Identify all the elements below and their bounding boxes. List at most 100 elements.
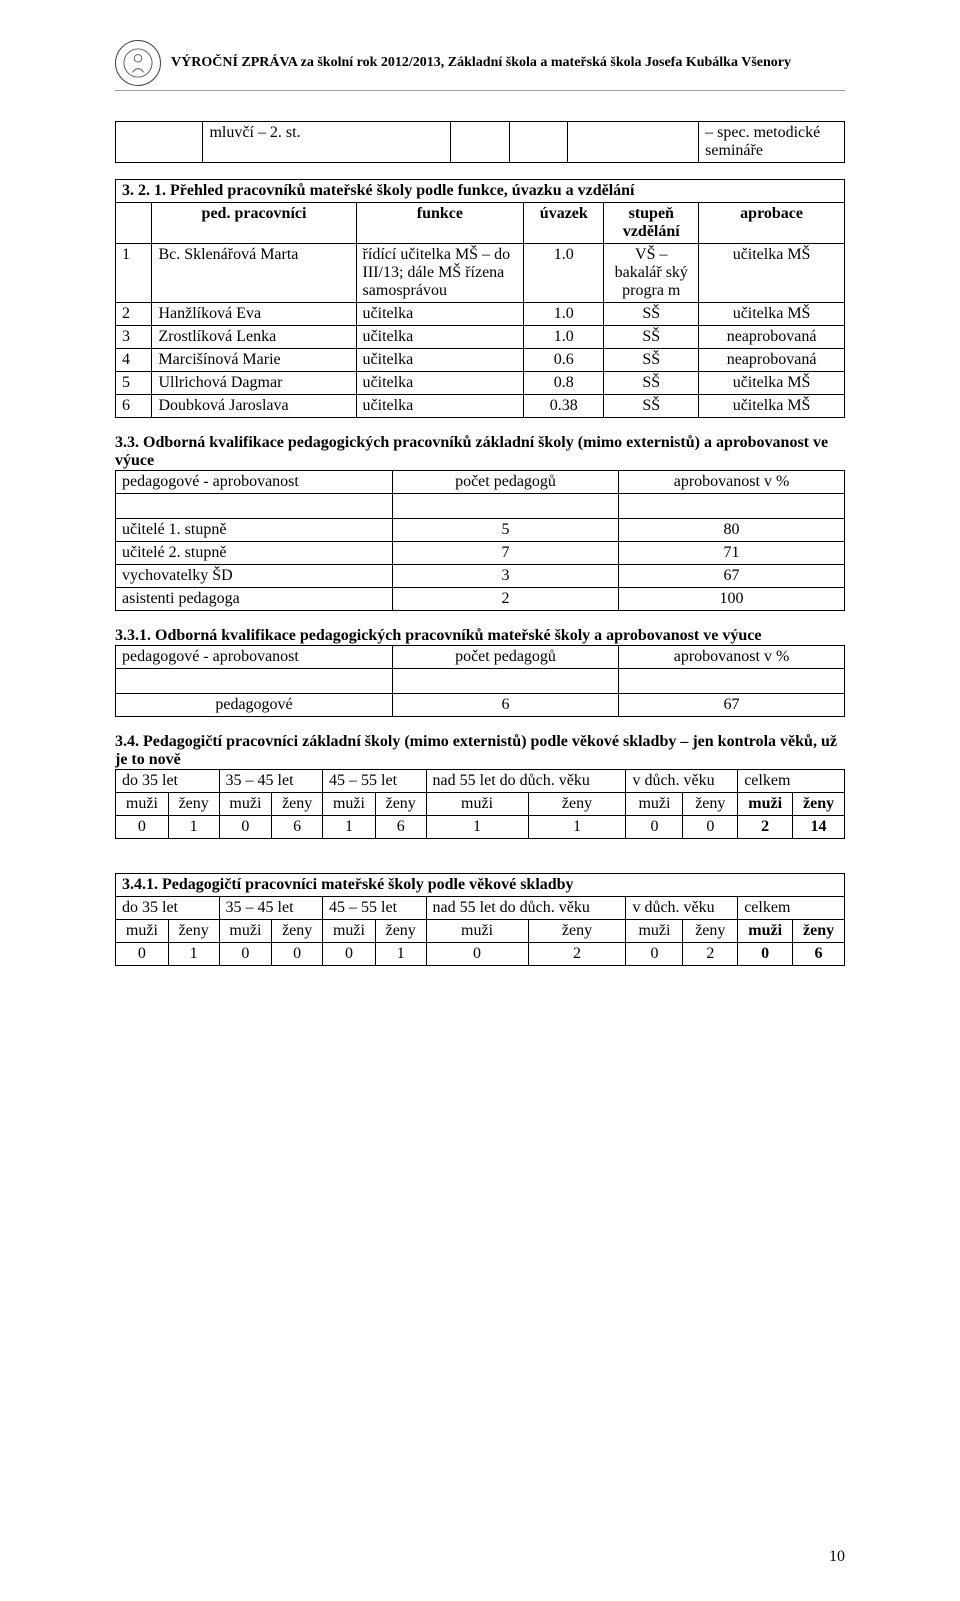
table-341: 3.4.1. Pedagogičtí pracovníci mateřské š… xyxy=(115,873,845,966)
cell: 0 xyxy=(683,816,738,839)
cell: učitelka MŠ xyxy=(699,372,845,395)
th: ženy xyxy=(793,920,845,943)
cell: 14 xyxy=(793,816,845,839)
th: 45 – 55 let xyxy=(323,897,427,920)
table-row: pedagogové - aprobovanost počet pedagogů… xyxy=(116,646,845,669)
cell: učitelka xyxy=(356,395,524,418)
cell: 2 xyxy=(683,943,738,966)
cell: 0 xyxy=(323,943,376,966)
th: počet pedagogů xyxy=(393,471,619,494)
cell: 2 xyxy=(116,303,152,326)
cell: 1.0 xyxy=(524,303,604,326)
table-row: 0 1 0 0 0 1 0 2 0 2 0 6 xyxy=(116,943,845,966)
table-row: 6 Doubková Jaroslava učitelka 0.38 SŠ uč… xyxy=(116,395,845,418)
cell: 5 xyxy=(393,519,619,542)
table-row: asistenti pedagoga 2 100 xyxy=(116,588,845,611)
section-33-title: 3.3. Odborná kvalifikace pedagogických p… xyxy=(115,434,845,470)
cell: 0.8 xyxy=(524,372,604,395)
table-row: do 35 let 35 – 45 let 45 – 55 let nad 55… xyxy=(116,897,845,920)
th: v důch. věku xyxy=(626,770,738,793)
cell: Doubková Jaroslava xyxy=(152,395,356,418)
th: pedagogové - aprobovanost xyxy=(116,646,393,669)
cell: 6 xyxy=(793,943,845,966)
cell: 1 xyxy=(426,816,528,839)
cell: 6 xyxy=(375,816,426,839)
th: 45 – 55 let xyxy=(323,770,427,793)
cell: 1 xyxy=(116,244,152,303)
table-row: 0 1 0 6 1 6 1 1 0 0 2 14 xyxy=(116,816,845,839)
th: muži xyxy=(219,793,272,816)
th: ženy xyxy=(528,793,626,816)
th: muži xyxy=(426,793,528,816)
table-row: vychovatelky ŠD 3 67 xyxy=(116,565,845,588)
table-34: do 35 let 35 – 45 let 45 – 55 let nad 55… xyxy=(115,769,845,839)
cell: 1.0 xyxy=(524,326,604,349)
cell: 67 xyxy=(619,694,845,717)
section-34-title: 3.4. Pedagogičtí pracovníci základní ško… xyxy=(115,733,845,769)
table-row: pedagogové 6 67 xyxy=(116,694,845,717)
cell: SŠ xyxy=(604,349,699,372)
cell: 1 xyxy=(168,816,219,839)
th: muži xyxy=(219,920,272,943)
th: muži xyxy=(323,793,376,816)
cell: 7 xyxy=(393,542,619,565)
section-331-title: 3.3.1. Odborná kvalifikace pedagogických… xyxy=(115,627,845,645)
th: muži xyxy=(323,920,376,943)
table-row xyxy=(116,494,845,519)
cell: 1.0 xyxy=(524,244,604,303)
cell: Hanžlíková Eva xyxy=(152,303,356,326)
table-33: pedagogové - aprobovanost počet pedagogů… xyxy=(115,470,845,611)
th: muži xyxy=(426,920,528,943)
cell: 67 xyxy=(619,565,845,588)
th: ženy xyxy=(683,793,738,816)
page-number: 10 xyxy=(829,1548,845,1566)
section-321-title: 3. 2. 1. Přehled pracovníků mateřské ško… xyxy=(122,182,634,199)
cell: 0.38 xyxy=(524,395,604,418)
th: muži xyxy=(116,793,169,816)
table-row: muži ženy muži ženy muži ženy muži ženy … xyxy=(116,920,845,943)
cell: 2 xyxy=(393,588,619,611)
cell: 0 xyxy=(626,816,683,839)
table-row: učitelé 2. stupně 7 71 xyxy=(116,542,845,565)
table-321: 3. 2. 1. Přehled pracovníků mateřské ško… xyxy=(115,179,845,418)
th: ženy xyxy=(528,920,626,943)
th: ženy xyxy=(272,793,323,816)
table-row: 2 Hanžlíková Eva učitelka 1.0 SŠ učitelk… xyxy=(116,303,845,326)
cell: Zrostlíková Lenka xyxy=(152,326,356,349)
table-331: pedagogové - aprobovanost počet pedagogů… xyxy=(115,645,845,717)
th: aprobovanost v % xyxy=(619,471,845,494)
cell: učitelka MŠ xyxy=(699,303,845,326)
th: nad 55 let do důch. věku xyxy=(426,770,626,793)
cell: 2 xyxy=(528,943,626,966)
cell: učitelé 1. stupně xyxy=(116,519,393,542)
th: 35 – 45 let xyxy=(219,897,323,920)
th: pedagogové - aprobovanost xyxy=(116,471,393,494)
cell: 0 xyxy=(219,816,272,839)
table-row: učitelé 1. stupně 5 80 xyxy=(116,519,845,542)
cell: 0 xyxy=(116,816,169,839)
section-341-title: 3.4.1. Pedagogičtí pracovníci mateřské š… xyxy=(116,874,845,897)
table-row: 4 Marcišínová Marie učitelka 0.6 SŠ neap… xyxy=(116,349,845,372)
table-row: 3 Zrostlíková Lenka učitelka 1.0 SŠ neap… xyxy=(116,326,845,349)
cell: 0 xyxy=(426,943,528,966)
th: ženy xyxy=(272,920,323,943)
cell: 80 xyxy=(619,519,845,542)
table-row: muži ženy muži ženy muži ženy muži ženy … xyxy=(116,793,845,816)
table-row: 3.4.1. Pedagogičtí pracovníci mateřské š… xyxy=(116,874,845,897)
th: muži xyxy=(738,793,793,816)
cell: 0 xyxy=(219,943,272,966)
table-row: ped. pracovníci funkce úvazek stupeň vzd… xyxy=(116,203,845,244)
th: muži xyxy=(626,920,683,943)
th: funkce xyxy=(356,203,524,244)
header-title: VÝROČNÍ ZPRÁVA za školní rok 2012/2013, … xyxy=(171,55,791,71)
cell: učitelka xyxy=(356,349,524,372)
cell: asistenti pedagoga xyxy=(116,588,393,611)
cell: 0 xyxy=(738,943,793,966)
cell: mluvčí – 2. st. xyxy=(203,122,451,163)
th: muži xyxy=(116,920,169,943)
cell: 1 xyxy=(375,943,426,966)
cell: učitelka MŠ xyxy=(699,244,845,303)
th: počet pedagogů xyxy=(393,646,619,669)
cell: 6 xyxy=(116,395,152,418)
table-row xyxy=(116,669,845,694)
